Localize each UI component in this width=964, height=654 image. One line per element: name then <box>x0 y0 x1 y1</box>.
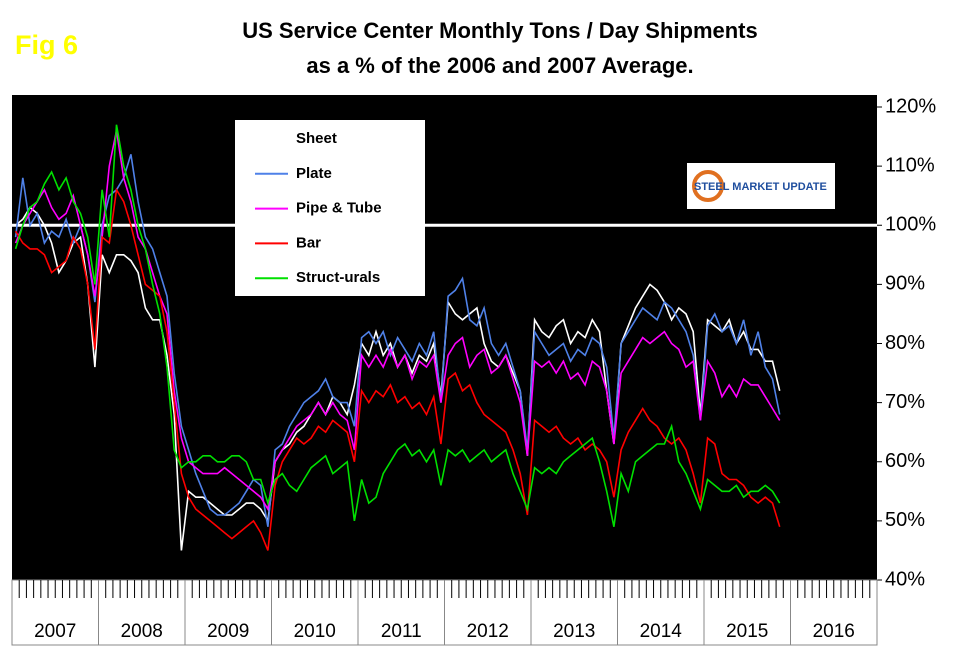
y-tick-label: 120% <box>885 95 936 117</box>
chart-title: US Service Center Monthly Tons / Day Shi… <box>242 18 758 43</box>
legend-label: Sheet <box>296 130 337 147</box>
y-tick-label: 90% <box>885 273 925 295</box>
y-tick-label: 100% <box>885 214 936 236</box>
series-line <box>14 130 781 512</box>
x-tick-label: 2011 <box>381 621 422 642</box>
series-line <box>14 124 781 527</box>
y-tick-label: 50% <box>885 509 925 531</box>
series-line <box>14 154 781 527</box>
figure-label: Fig 6 <box>15 30 78 60</box>
x-tick-label: 2008 <box>121 621 163 642</box>
series-line <box>14 187 781 551</box>
x-tick-label: 2010 <box>294 621 336 642</box>
y-tick-label: 70% <box>885 391 925 413</box>
x-tick-label: 2009 <box>207 621 249 642</box>
legend-label: Plate <box>296 165 332 182</box>
legend: Sheet Plate Pipe & Tube Bar Struct-urals <box>255 130 382 286</box>
plot: 40% 50% 60% 70% 80% 90% 100% 110% 120% 2007 2008 20… <box>11 95 936 646</box>
y-tick-label: 110% <box>885 154 935 176</box>
x-tick-label: 2007 <box>34 621 76 642</box>
x-tick-label: 2014 <box>640 621 683 642</box>
x-tick-label: 2012 <box>467 621 509 642</box>
x-tick-label: 2013 <box>553 621 595 642</box>
logo-text: STEEL MARKET UPDATE <box>694 181 827 193</box>
y-tick-label: 80% <box>885 332 925 354</box>
logo-icon <box>692 170 724 202</box>
chart-subtitle: as a % of the 2006 and 2007 Average. <box>306 53 693 78</box>
legend-label: Struct-urals <box>296 269 380 286</box>
y-tick-label: 60% <box>885 450 925 472</box>
legend-label: Bar <box>296 234 321 251</box>
y-tick-label: 40% <box>885 568 925 590</box>
legend-label: Pipe & Tube <box>296 200 382 217</box>
x-tick-label: 2015 <box>726 621 768 642</box>
x-tick-label: 2016 <box>813 621 855 642</box>
